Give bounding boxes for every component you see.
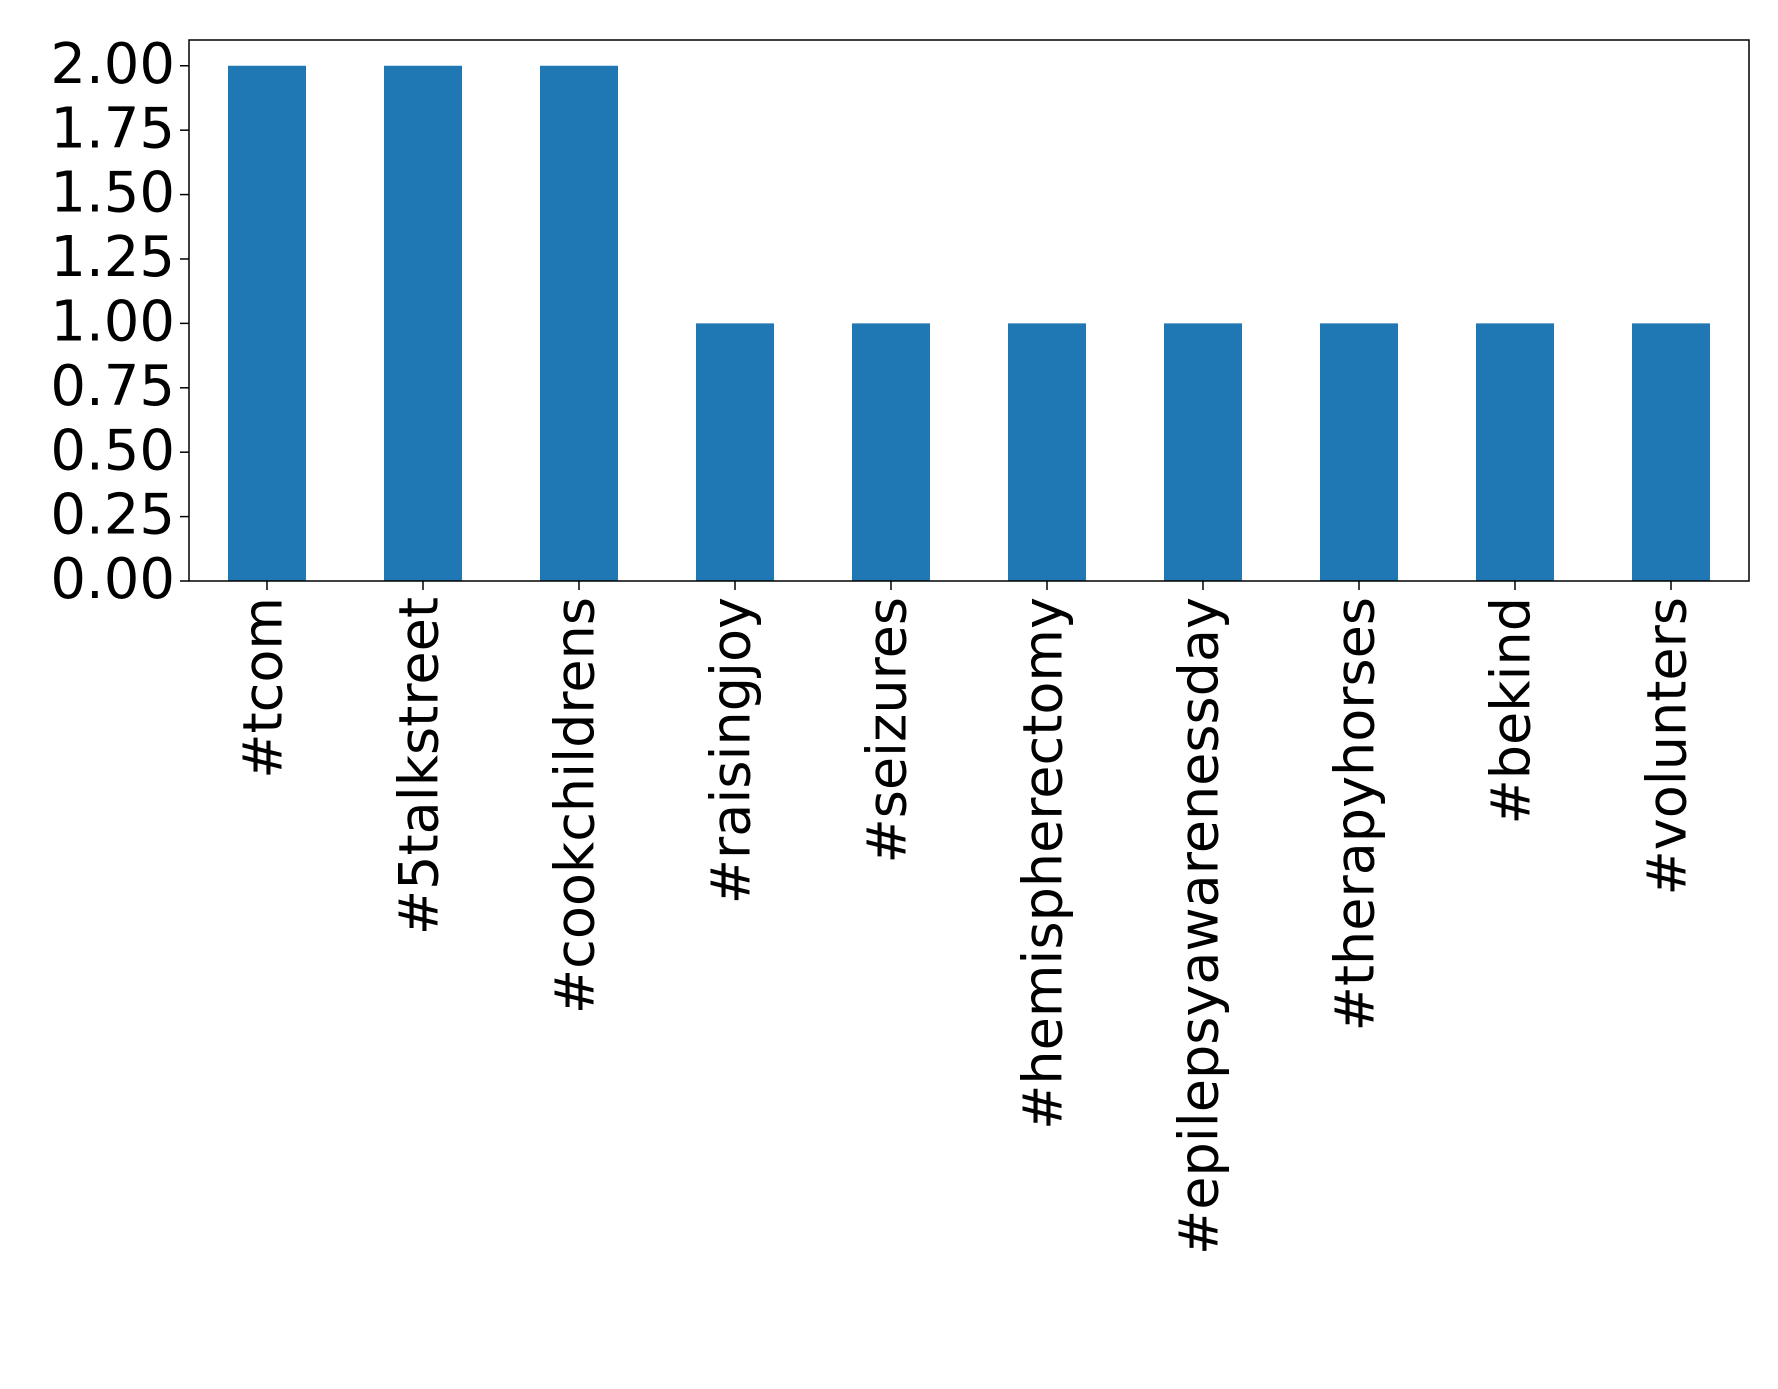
y-tick-label: 0.25 [50,483,175,548]
y-tick-label: 1.00 [50,290,175,355]
bar [852,323,930,581]
y-tick-label: 1.75 [50,96,175,161]
bar [540,65,618,581]
y-tick-label: 0.75 [50,354,175,419]
y-tick-label: 1.50 [50,161,175,226]
bar [696,323,774,581]
x-tick-label: #bekind [1480,597,1543,825]
x-tick-label: #epilepsyawarenessday [1168,597,1231,1255]
plot-frame [188,39,1750,582]
bar [1008,323,1086,581]
x-tick-label: #hemispherectomy [1012,597,1075,1130]
x-tick-label: #raisingjoy [700,597,763,904]
y-tick-label: 0.50 [50,418,175,483]
y-tick-label: 0.00 [50,547,175,612]
bar [1632,323,1710,581]
x-tick-label: #volunters [1636,597,1699,895]
x-tick-label: #therapyhorses [1324,597,1387,1031]
y-tick-label: 1.25 [50,225,175,290]
bar [228,65,306,581]
bar [1320,323,1398,581]
bar [1164,323,1242,581]
x-tick-label: #seizures [856,597,919,864]
y-tick-label: 2.00 [50,32,175,97]
x-tick-label: #tcom [232,597,295,779]
x-tick-label: #cookchildrens [544,597,607,1014]
bar [384,65,462,581]
x-tick-label: #5talkstreet [388,597,451,935]
bar [1476,323,1554,581]
